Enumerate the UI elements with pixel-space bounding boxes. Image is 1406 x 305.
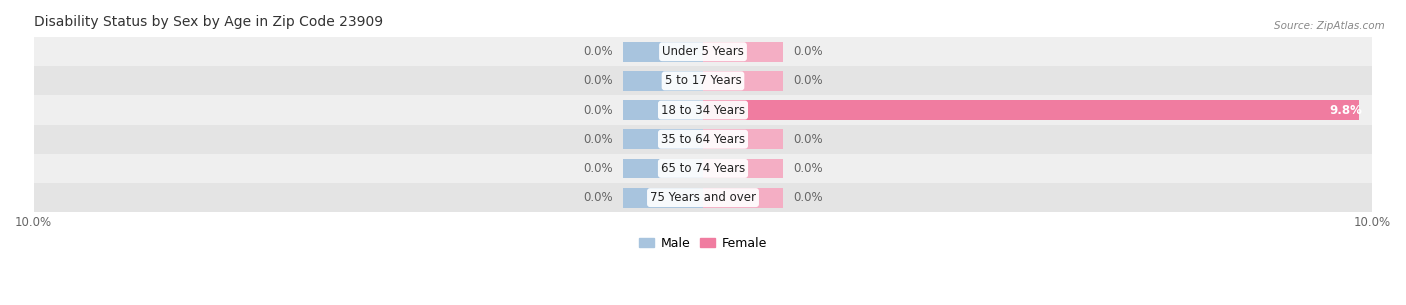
Bar [34, 95, 1372, 125]
Bar [623, 42, 703, 62]
Text: 0.0%: 0.0% [793, 191, 823, 204]
Bar [34, 66, 1372, 95]
Text: 0.0%: 0.0% [793, 162, 823, 175]
Text: 18 to 34 Years: 18 to 34 Years [661, 104, 745, 117]
Text: 0.0%: 0.0% [583, 191, 613, 204]
Bar [623, 100, 703, 120]
Text: Disability Status by Sex by Age in Zip Code 23909: Disability Status by Sex by Age in Zip C… [34, 15, 382, 29]
Text: 0.0%: 0.0% [793, 133, 823, 146]
Bar [623, 188, 703, 207]
Text: 0.0%: 0.0% [583, 74, 613, 87]
Text: Source: ZipAtlas.com: Source: ZipAtlas.com [1274, 21, 1385, 31]
Bar [703, 188, 783, 207]
Text: 9.8%: 9.8% [1330, 104, 1362, 117]
Text: 5 to 17 Years: 5 to 17 Years [665, 74, 741, 87]
Text: Under 5 Years: Under 5 Years [662, 45, 744, 58]
Text: 35 to 64 Years: 35 to 64 Years [661, 133, 745, 146]
Text: 0.0%: 0.0% [583, 162, 613, 175]
Bar [623, 129, 703, 149]
Text: 0.0%: 0.0% [583, 45, 613, 58]
Bar [623, 159, 703, 178]
Text: 75 Years and over: 75 Years and over [650, 191, 756, 204]
Bar [34, 37, 1372, 66]
Bar [623, 71, 703, 91]
Bar [703, 159, 783, 178]
Text: 0.0%: 0.0% [793, 74, 823, 87]
Text: 0.0%: 0.0% [793, 45, 823, 58]
Bar [34, 183, 1372, 212]
Text: 0.0%: 0.0% [583, 133, 613, 146]
Bar [34, 125, 1372, 154]
Bar [703, 42, 783, 62]
Bar [34, 154, 1372, 183]
Bar [703, 71, 783, 91]
Legend: Male, Female: Male, Female [634, 232, 772, 255]
Text: 65 to 74 Years: 65 to 74 Years [661, 162, 745, 175]
Text: 0.0%: 0.0% [583, 104, 613, 117]
Bar [703, 129, 783, 149]
Bar [703, 100, 1360, 120]
